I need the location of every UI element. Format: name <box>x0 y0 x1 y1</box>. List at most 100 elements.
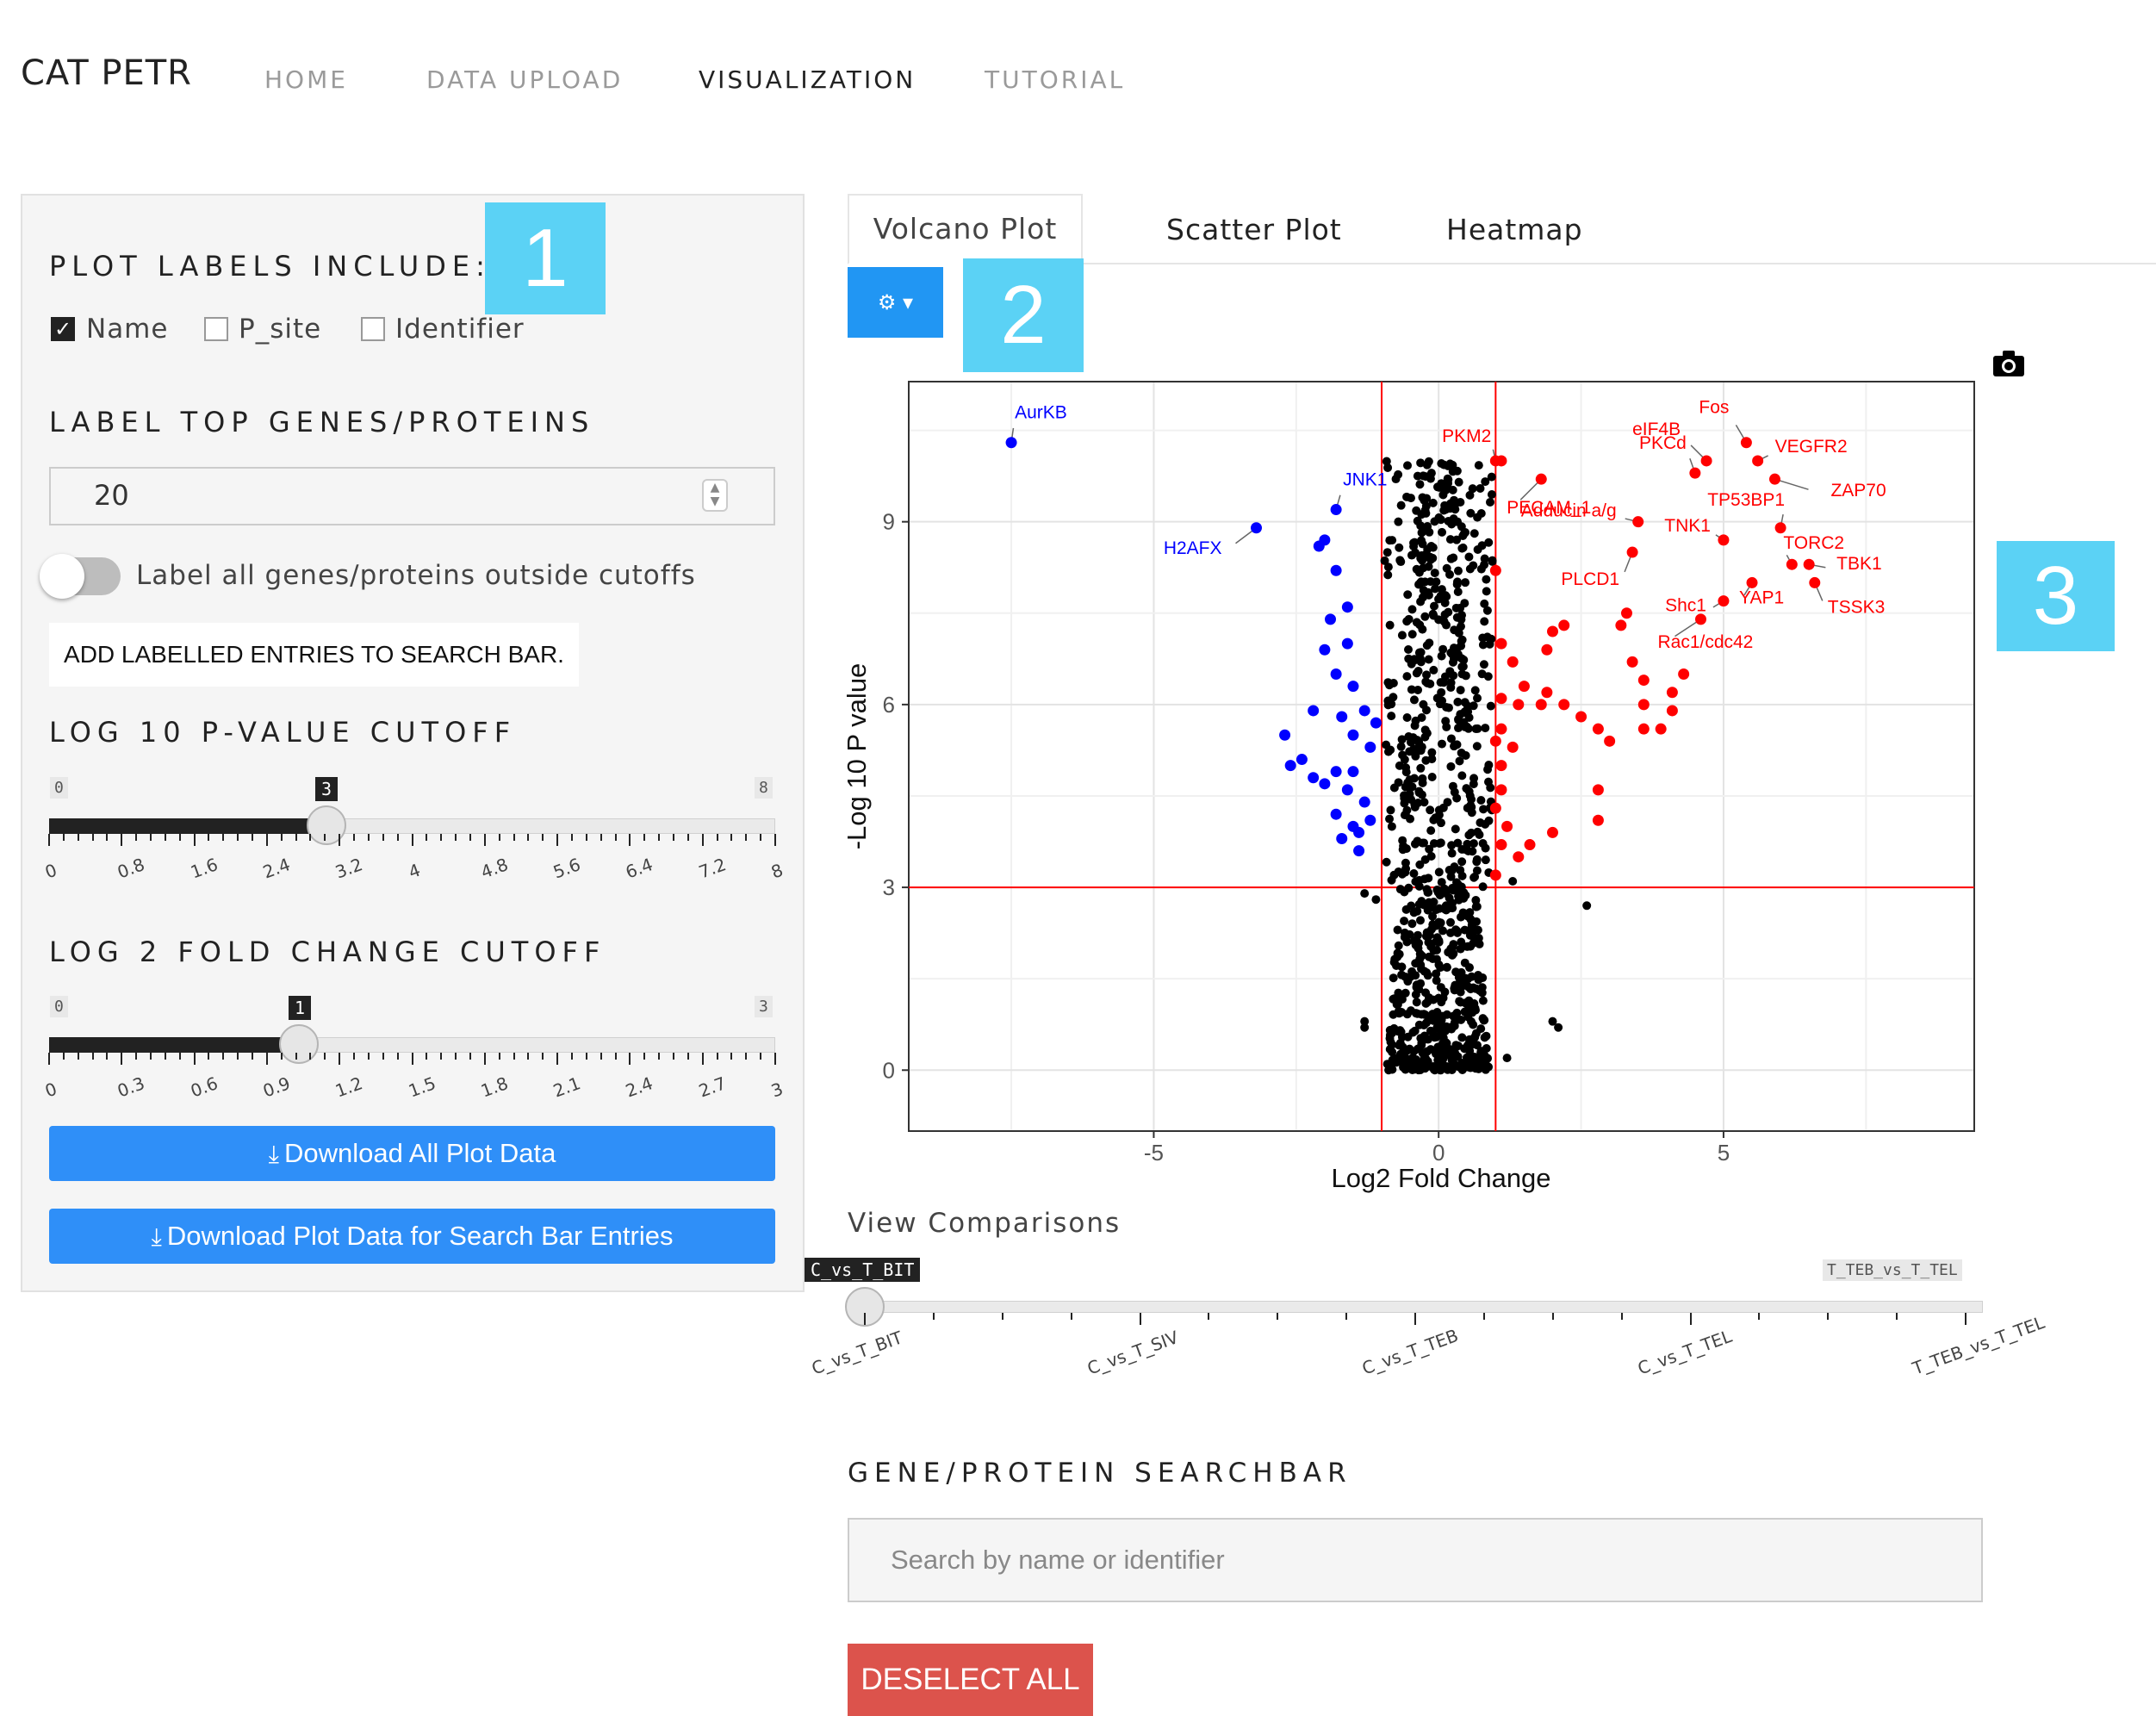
top-genes-input[interactable]: 20 <box>49 467 775 525</box>
ns-point <box>1409 1062 1419 1072</box>
point-label: Fos <box>1699 398 1729 418</box>
nav-tutorial[interactable]: TUTORIAL <box>985 65 1126 94</box>
fc-slider-handle[interactable] <box>279 1024 319 1064</box>
ns-point <box>1409 542 1419 551</box>
toggle-knob[interactable] <box>40 554 84 599</box>
ns-point <box>1425 844 1434 854</box>
ns-point <box>1457 937 1466 947</box>
comparison-slider-track[interactable] <box>848 1301 1983 1313</box>
ns-point <box>1432 577 1441 587</box>
ns-point <box>1389 870 1399 880</box>
ns-point <box>1448 898 1457 908</box>
name-checkbox[interactable]: ✓ <box>51 317 75 341</box>
up-point <box>1575 711 1587 723</box>
download-icon: ⤓ <box>268 1141 280 1167</box>
search-input[interactable] <box>848 1518 1983 1602</box>
ns-point <box>1433 1065 1443 1074</box>
ns-point <box>1456 1063 1465 1072</box>
plot-panel <box>908 381 1975 1132</box>
ns-point <box>1417 712 1426 722</box>
ns-point <box>1416 458 1426 468</box>
down-point <box>1325 613 1337 625</box>
fc-slider-minor-tick <box>614 1053 617 1060</box>
ns-point <box>1409 656 1419 665</box>
ns-point <box>1469 774 1479 783</box>
tab-scatter-plot[interactable]: Scatter Plot <box>1166 213 1342 246</box>
up-point <box>1620 607 1632 619</box>
ns-point <box>1453 588 1463 597</box>
camera-icon[interactable] <box>1991 349 2026 378</box>
ns-point <box>1444 607 1453 617</box>
ns-point <box>1407 919 1417 929</box>
ns-point <box>1396 501 1406 510</box>
ns-point <box>1438 926 1448 936</box>
pvalue-slider-minor-tick <box>382 834 384 841</box>
up-point <box>1513 851 1525 863</box>
tab-heatmap[interactable]: Heatmap <box>1446 213 1583 246</box>
y-tick-label: 0 <box>883 1057 895 1083</box>
number-spinner-icon[interactable]: ▲ ▼ <box>702 479 728 512</box>
ns-point <box>1481 855 1490 865</box>
ns-point <box>1416 763 1426 773</box>
comparison-slider-minor-tick <box>1277 1313 1279 1320</box>
comparison-tick-label: C_vs_T_BIT <box>809 1327 905 1379</box>
ns-point <box>1413 906 1422 916</box>
ns-point <box>1429 611 1438 620</box>
fc-slider-minor-tick <box>150 1053 152 1060</box>
identifier-checkbox[interactable] <box>361 317 385 341</box>
ns-point <box>1482 1031 1491 1041</box>
tab-volcano-plot[interactable]: Volcano Plot <box>848 194 1083 264</box>
up-point <box>1489 802 1501 814</box>
nav-home[interactable]: HOME <box>264 65 348 94</box>
ns-point <box>1424 588 1433 597</box>
down-point <box>1330 808 1342 820</box>
nav-data-upload[interactable]: DATA UPLOAD <box>426 65 624 94</box>
comparison-slider-minor-tick <box>1208 1313 1210 1320</box>
ns-point <box>1452 580 1462 589</box>
ns-point <box>1402 672 1412 681</box>
psite-checkbox[interactable] <box>204 317 228 341</box>
nav-visualization[interactable]: VISUALIZATION <box>699 65 916 94</box>
plot-settings-dropdown[interactable]: ⚙ ▾ <box>848 267 943 338</box>
download-all-button[interactable]: ⤓ Download All Plot Data <box>49 1126 775 1181</box>
ns-point <box>1432 969 1441 979</box>
up-point <box>1558 699 1570 711</box>
ns-point <box>1433 1049 1443 1059</box>
ns-points <box>1360 457 1592 1075</box>
up-point <box>1541 644 1553 656</box>
down-point <box>1308 772 1320 784</box>
up-point <box>1637 699 1650 711</box>
ns-point <box>1424 655 1433 664</box>
ns-point <box>1449 553 1458 563</box>
plot-labels-title: PLOT LABELS INCLUDE: <box>49 250 491 283</box>
ns-point <box>1415 480 1425 489</box>
add-labels-to-search-button[interactable]: ADD LABELLED ENTRIES TO SEARCH BAR. <box>49 623 579 687</box>
comparison-slider-tick <box>1965 1313 1966 1325</box>
ns-point <box>1421 988 1431 998</box>
fc-slider-min: 0 <box>50 996 68 1017</box>
download-search-button[interactable]: ⤓ Download Plot Data for Search Bar Entri… <box>49 1209 775 1264</box>
ns-point <box>1414 899 1424 909</box>
pvalue-slider-minor-tick <box>222 834 225 841</box>
labeled-point <box>1774 522 1786 534</box>
labeled-point <box>1489 455 1501 467</box>
fc-slider-minor-tick <box>672 1053 674 1060</box>
ns-point <box>1443 474 1452 483</box>
deselect-all-button[interactable]: DESELECT ALL <box>848 1644 1093 1716</box>
pvalue-slider-minor-tick <box>396 834 399 841</box>
down-point <box>1336 711 1348 723</box>
ns-point <box>1467 1017 1476 1026</box>
ns-point <box>1442 563 1451 573</box>
pvalue-slider-tick <box>556 834 559 846</box>
ns-point <box>1472 855 1482 864</box>
ns-point <box>1441 591 1451 600</box>
ns-point <box>1360 889 1370 898</box>
point-label: TSSK3 <box>1828 597 1886 617</box>
caret-down-icon: ▾ <box>903 290 914 314</box>
ns-point <box>1478 640 1488 650</box>
ns-point <box>1469 1005 1478 1015</box>
ns-point <box>1449 671 1458 681</box>
down-point <box>1347 729 1359 741</box>
up-point <box>1495 637 1507 650</box>
ns-point <box>1476 1048 1486 1057</box>
